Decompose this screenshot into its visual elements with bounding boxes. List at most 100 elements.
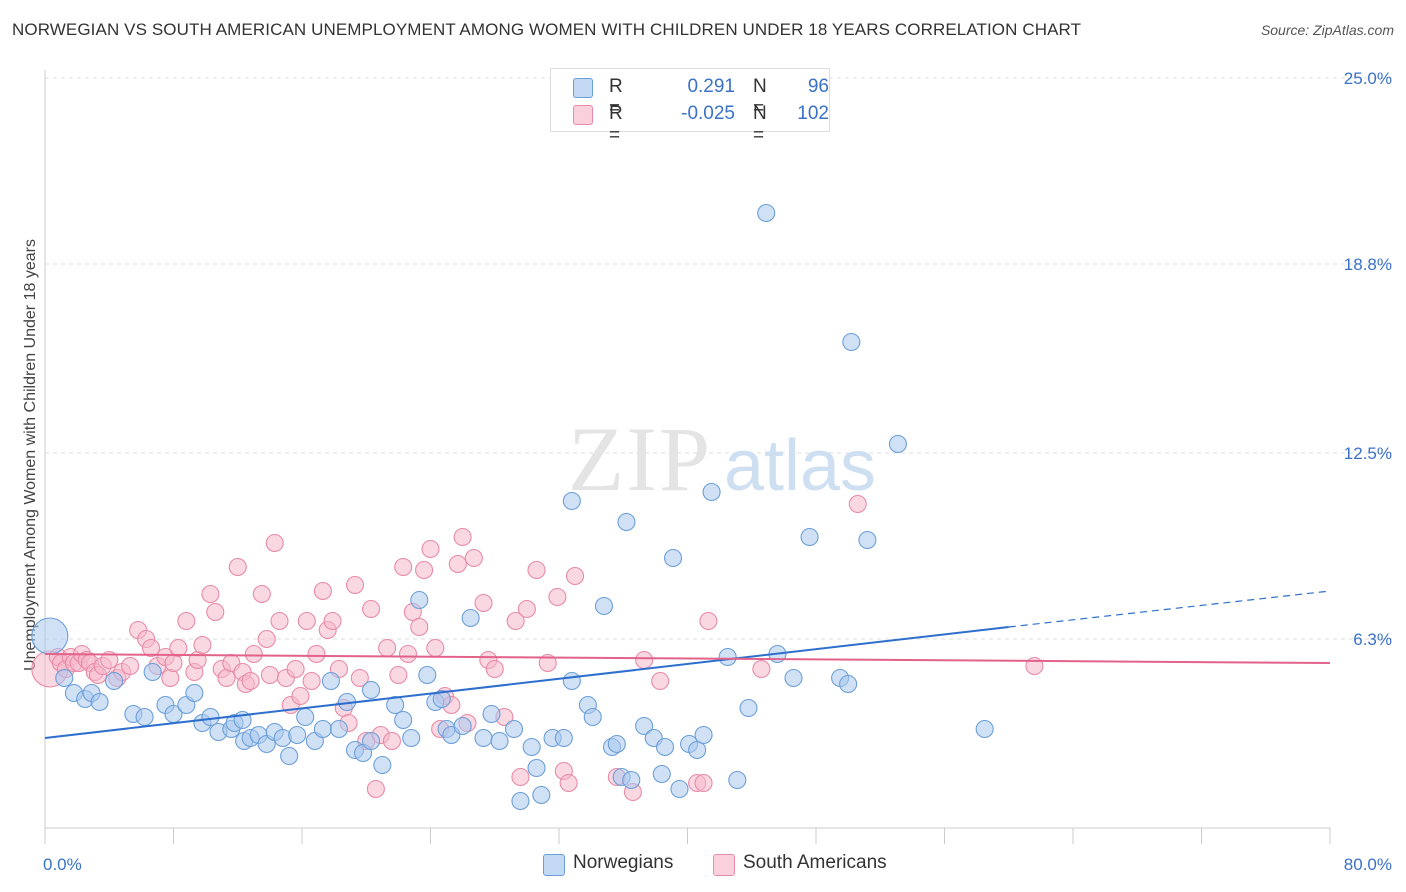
south-american-point [848, 494, 867, 514]
norwegian-point [288, 725, 307, 745]
south-american-point [206, 602, 225, 622]
legend-n-value: 102 [797, 103, 829, 124]
south-american-point [527, 560, 546, 580]
norwegian-trend-line [44, 626, 1009, 739]
legend-swatch-pink [573, 105, 593, 125]
norwegian-point [313, 719, 332, 739]
legend-n-value: 96 [807, 76, 829, 97]
norwegian-point [594, 596, 614, 616]
south-american-point [448, 554, 467, 574]
norwegian-point [504, 719, 524, 739]
norwegian-point [728, 770, 747, 790]
x-tick-label: 80.0% [1344, 855, 1392, 874]
correlation-legend: R = 0.291 N = 96 R = -0.025 N = 102 [550, 68, 830, 146]
tick-labels: 6.3% 12.5% 18.8% 25.0% 0.0% 80.0% [43, 69, 1392, 874]
south-american-point [323, 611, 342, 631]
norwegian-point [296, 707, 315, 727]
norwegian-point [522, 737, 541, 757]
norwegian-point [655, 737, 675, 757]
legend-label: Norwegians [573, 852, 674, 873]
south-american-point [193, 635, 212, 655]
legend-n-label: N = [753, 76, 767, 119]
norwegian-trend-extension [1008, 590, 1331, 628]
norwegian-point [839, 674, 858, 694]
south-american-point [651, 671, 670, 691]
norwegian-point [842, 332, 861, 352]
south-american-point [302, 671, 321, 691]
south-american-point [270, 611, 289, 631]
norwegian-point [607, 734, 626, 754]
norwegian-point [31, 617, 69, 655]
norwegian-point [321, 671, 340, 691]
south-american-point [635, 650, 654, 670]
south-american-point [100, 650, 119, 670]
south-american-point [752, 659, 771, 679]
trend-lines [44, 590, 1331, 739]
south-american-point [121, 656, 140, 676]
south-american-point [260, 665, 279, 685]
norwegian-point [784, 668, 803, 688]
norwegian-point [663, 548, 683, 568]
south-american-point [421, 539, 440, 559]
south-american-point [410, 617, 429, 637]
norwegian-point [105, 671, 124, 691]
norwegian-point [373, 755, 392, 775]
watermark-zip: ZIP [568, 408, 712, 510]
norwegian-point [143, 662, 162, 682]
south-american-point [474, 593, 493, 613]
south-american-point [313, 581, 332, 601]
norwegian-point [418, 665, 437, 685]
south-american-point [164, 653, 183, 673]
norwegian-point [201, 707, 220, 727]
norwegian-point [718, 647, 737, 667]
south-american-point [362, 599, 381, 619]
y-tick-label: 18.8% [1344, 255, 1392, 274]
norwegian-point [688, 740, 707, 760]
south-american-point [464, 548, 483, 568]
norwegian-point [858, 530, 877, 550]
south-american-point [244, 644, 263, 664]
chart-title: NORWEGIAN VS SOUTH AMERICAN UNEMPLOYMENT… [12, 20, 1082, 39]
south-american-point [548, 587, 567, 607]
south-american-point [389, 665, 408, 685]
norwegian-point [527, 758, 546, 778]
south-american-point [559, 773, 578, 793]
norwegian-point [739, 698, 758, 718]
y-tick-label: 6.3% [1353, 630, 1392, 649]
watermark-atlas: atlas [724, 426, 876, 506]
south-american-point [426, 638, 445, 658]
south-american-point [257, 629, 276, 649]
y-tick-label: 12.5% [1344, 444, 1392, 463]
norwegian-point [888, 434, 907, 454]
south-american-point [517, 599, 536, 619]
norwegian-point [757, 203, 776, 223]
south-american-point [286, 659, 305, 679]
south-american-point [699, 611, 718, 631]
norwegian-point [90, 692, 109, 712]
south-american-point [201, 584, 220, 604]
norwegian-point [410, 590, 429, 610]
norwegian-point [562, 491, 581, 511]
south-american-point [350, 668, 369, 688]
norwegian-point [461, 608, 480, 628]
norwegian-point [670, 779, 689, 799]
norwegian-point [617, 512, 636, 532]
data-points [31, 203, 1044, 811]
norwegian-point [702, 482, 721, 502]
south-american-point [217, 668, 236, 688]
norwegian-point [329, 719, 348, 739]
legend-r-value: -0.025 [681, 103, 735, 124]
norwegian-point [511, 791, 530, 811]
south-american-point [453, 527, 472, 547]
legend-r-label: R = [609, 103, 623, 146]
south-american-point [141, 638, 161, 658]
gridlines [45, 77, 1392, 640]
axes [44, 70, 1331, 844]
south-american-point [252, 584, 271, 604]
south-american-point [506, 611, 525, 631]
south-american-point [345, 575, 365, 595]
south-american-point [228, 557, 247, 577]
norwegian-point [652, 764, 671, 784]
norwegian-point [280, 746, 299, 766]
